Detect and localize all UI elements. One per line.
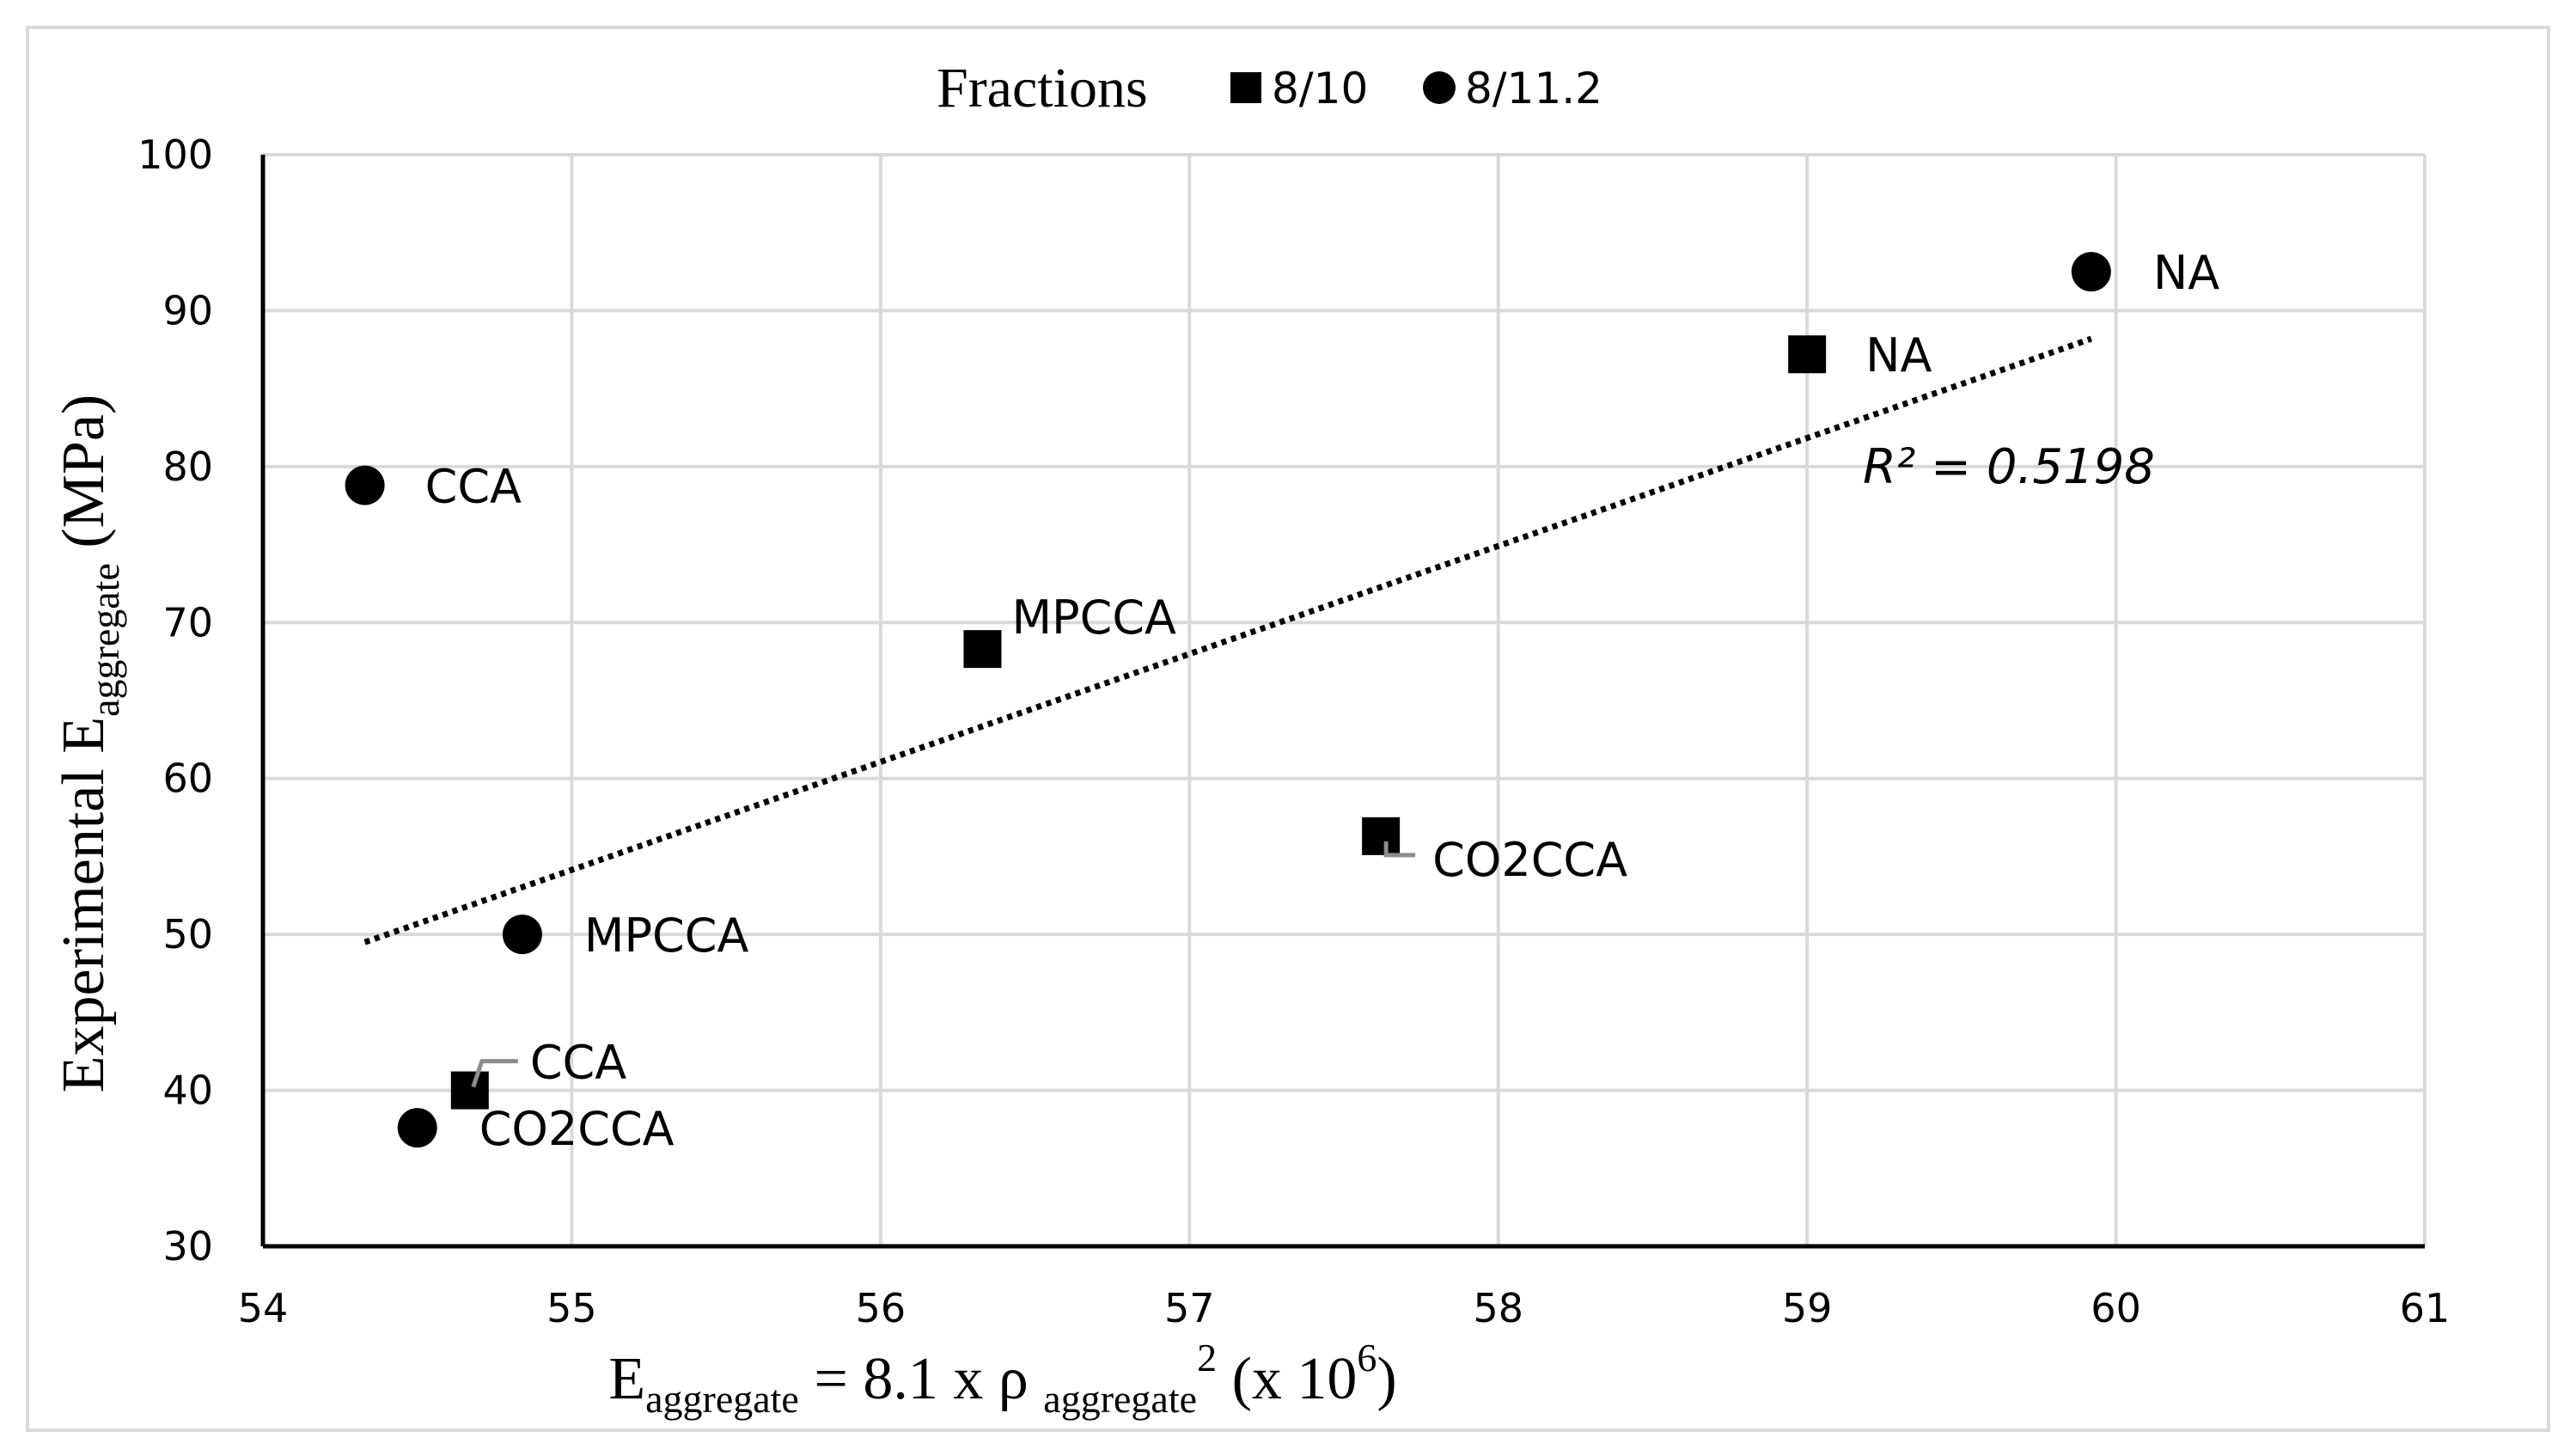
legend-title: Fractions: [937, 57, 1148, 119]
point-circle-8-11-2-cca: [345, 465, 385, 505]
y-tick-label-90: 90: [162, 287, 213, 333]
y-tick-label-100: 100: [137, 132, 213, 178]
x-axis-title-sup: 2: [1197, 1336, 1217, 1380]
tick-labels: 54 55 56 57 58 59 60 61 30 40 50 60 70 80 90 100: [137, 132, 2450, 1331]
point-circle-8-11-2-mpcca: [502, 915, 542, 955]
point-square-8-10-cca: [450, 1071, 489, 1110]
data-label-8-11-2-na: NA: [2153, 246, 2219, 300]
legend-label-8-11-2: 8/11.2: [1465, 64, 1602, 113]
axes: [260, 155, 2425, 1249]
legend-marker-square: [1230, 72, 1261, 103]
y-axis-title-sub: aggregate: [83, 563, 127, 717]
y-axis-title: Experimental Eaggregate (MPa): [51, 395, 127, 1093]
data-label-8-10-cca: CCA: [530, 1036, 626, 1090]
data-points: [345, 252, 2111, 1148]
x-tick-label-57: 57: [1164, 1285, 1215, 1331]
x-axis-title-tail-sup: 6: [1357, 1336, 1377, 1380]
x-axis-title-main: E: [608, 1346, 645, 1412]
y-tick-label-30: 30: [162, 1223, 213, 1269]
x-tick-label-58: 58: [1473, 1285, 1523, 1331]
data-label-8-10-na: NA: [1865, 328, 1932, 382]
leader-line-8-10-co2cca: [1383, 841, 1416, 858]
x-axis-title-tail: (x 10: [1217, 1346, 1357, 1412]
x-tick-label-54: 54: [238, 1285, 289, 1331]
legend-marker-circle: [1423, 71, 1456, 104]
data-label-8-11-2-cca: CCA: [425, 460, 522, 514]
y-axis-title-tail: (MPa): [51, 395, 117, 563]
point-square-8-10-na: [1788, 335, 1827, 374]
point-circle-8-11-2-na: [2071, 252, 2111, 292]
y-tick-label-60: 60: [162, 756, 213, 802]
x-axis-title-mid-sub: aggregate: [1043, 1377, 1197, 1421]
data-label-8-10-mpcca: MPCCA: [1011, 590, 1176, 645]
y-tick-label-40: 40: [162, 1068, 213, 1114]
x-axis-title: Eaggregate = 8.1 x ρ aggregate2 (x 106): [608, 1336, 1396, 1421]
point-circle-8-11-2-co2cca: [397, 1108, 437, 1148]
y-tick-label-50: 50: [162, 911, 213, 957]
chart-border: [26, 26, 2550, 1432]
x-tick-label-55: 55: [546, 1285, 597, 1331]
legend-label-8-10: 8/10: [1272, 64, 1368, 113]
x-axis-title-sub: aggregate: [645, 1377, 799, 1421]
point-square-8-10-mpcca: [963, 630, 1002, 669]
x-axis-title-end: ): [1377, 1346, 1396, 1412]
point-square-8-10-co2cca: [1362, 817, 1401, 855]
y-axis-title-main: Experimental E: [51, 717, 117, 1092]
y-tick-label-70: 70: [162, 599, 213, 645]
x-axis-title-mid: = 8.1 x ρ: [799, 1346, 1043, 1412]
data-labels: CCA MPCCA CO2CCA NA CCA MPCCA CO2CCA NA: [425, 246, 2220, 1156]
data-label-8-11-2-co2cca: CO2CCA: [479, 1102, 675, 1156]
data-label-8-11-2-mpcca: MPCCA: [584, 908, 749, 963]
gridlines: [263, 153, 2426, 1246]
y-tick-label-80: 80: [162, 444, 213, 490]
legend: Fractions 8/10 8/11.2: [937, 57, 1602, 119]
leader-line-8-10-cca: [471, 1059, 518, 1088]
x-tick-label-56: 56: [856, 1285, 906, 1331]
x-tick-label-60: 60: [2091, 1285, 2141, 1331]
x-tick-label-59: 59: [1782, 1285, 1833, 1331]
r-squared-label: R² = 0.5198: [1863, 439, 2155, 495]
data-label-8-10-co2cca: CO2CCA: [1432, 833, 1627, 887]
x-tick-label-61: 61: [2400, 1285, 2451, 1331]
